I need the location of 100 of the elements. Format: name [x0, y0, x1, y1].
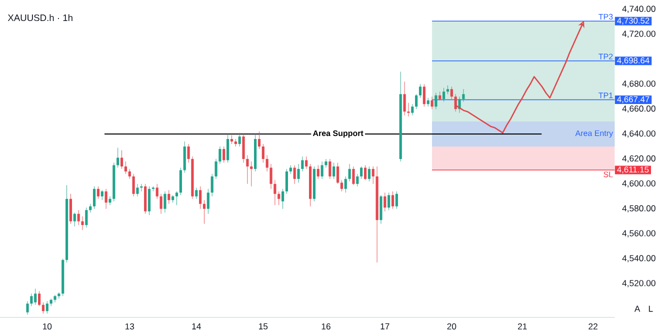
candlestick — [73, 212, 76, 227]
candlestick — [384, 192, 386, 212]
candlestick — [42, 302, 45, 314]
text: L — [648, 306, 653, 312]
x-tick-label: 21 — [518, 323, 527, 330]
candlestick — [148, 186, 151, 216]
ref-line-label: TP3 — [598, 14, 613, 20]
candlestick — [297, 164, 300, 183]
candlestick — [368, 166, 370, 182]
candlestick — [336, 162, 340, 184]
candlestick — [344, 176, 347, 193]
text: 4,611.15 — [617, 166, 649, 174]
candlestick — [450, 86, 453, 100]
candlestick — [195, 187, 198, 200]
candlestick — [388, 192, 390, 210]
candlestick — [360, 166, 363, 180]
candlestick — [332, 162, 336, 180]
candlestick — [116, 148, 120, 168]
candlestick — [246, 154, 249, 184]
candlestick — [462, 88, 465, 102]
candlestick — [164, 191, 166, 213]
candlestick — [403, 81, 406, 116]
candlestick — [132, 174, 135, 197]
candlestick — [26, 300, 29, 316]
candlestick — [199, 186, 202, 210]
candlestick — [266, 154, 268, 172]
candlestick — [430, 96, 434, 110]
candlestick — [274, 180, 276, 206]
y-tick-label: 4,560.00 — [622, 230, 656, 238]
candlestick — [46, 300, 48, 314]
candlestick — [69, 194, 72, 224]
candlestick — [160, 194, 162, 214]
candlestick — [206, 188, 210, 214]
candlestick — [218, 146, 222, 164]
y-tick-label: 4,600.00 — [622, 180, 656, 188]
candlestick — [104, 188, 108, 210]
candlestick — [238, 132, 241, 147]
candlestick — [168, 190, 170, 204]
ref-line-label: TP1 — [598, 92, 613, 98]
y-tick-label: 4,640.00 — [622, 130, 656, 138]
y-tick-label: 4,520.00 — [622, 280, 656, 288]
candlestick — [285, 168, 288, 194]
candlestick — [380, 194, 382, 224]
candlestick — [418, 84, 422, 98]
candlestick — [175, 191, 178, 206]
candlestick — [108, 196, 112, 206]
text: 4,667.47 — [617, 96, 650, 104]
candlestick — [183, 141, 186, 173]
candlestick — [278, 191, 280, 206]
candlestick — [120, 150, 124, 170]
ref-line-label: TP2 — [598, 54, 613, 60]
ref-line-label: SL — [604, 172, 613, 178]
candlestick — [242, 134, 245, 163]
candlestick — [281, 188, 284, 210]
candlestick — [54, 294, 56, 303]
candlestick — [124, 161, 127, 174]
y-tick-label: 4,720.00 — [622, 30, 656, 38]
y-tick-label: 4,660.00 — [622, 106, 656, 113]
chart-title: XAUUSD.h · 1h — [8, 14, 72, 22]
candlestick — [250, 161, 253, 187]
candlestick — [270, 164, 272, 190]
candlestick — [202, 200, 206, 224]
candlestick — [34, 288, 37, 306]
x-tick-label: 13 — [125, 323, 134, 330]
candlestick — [320, 161, 324, 180]
candlestick — [301, 156, 304, 172]
candlestick — [324, 158, 328, 168]
candlestick — [305, 156, 308, 170]
band-label: Area Entry — [575, 130, 614, 138]
candlestick — [434, 92, 438, 110]
candlestick — [92, 186, 96, 210]
candlestick — [328, 158, 332, 180]
candlestick — [364, 164, 367, 180]
y-tick-label: 4,580.00 — [622, 205, 656, 212]
candlestick — [210, 174, 214, 197]
candlestick — [96, 186, 100, 200]
candlestick — [340, 180, 343, 192]
candlestick — [179, 167, 182, 196]
candlestick — [222, 146, 226, 163]
candlestick — [352, 166, 355, 186]
candlestick — [77, 210, 80, 226]
candlestick — [395, 191, 398, 210]
y-tick-label: 4,620.00 — [622, 155, 656, 163]
candlestick — [415, 94, 418, 110]
candlestick — [262, 144, 264, 163]
x-tick-label: 22 — [588, 323, 598, 330]
candlestick — [348, 164, 351, 182]
candlestick — [407, 102, 410, 117]
y-tick-label: 4,540.00 — [622, 255, 656, 262]
candlestick — [50, 298, 52, 306]
candlestick — [258, 131, 261, 150]
x-tick-label: 16 — [322, 323, 330, 330]
x-tick-label: 10 — [42, 323, 52, 330]
candlestick — [372, 166, 374, 184]
candlestick — [214, 158, 218, 180]
candlestick — [356, 174, 359, 187]
candlestick — [136, 184, 139, 197]
text: 4,698.64 — [617, 57, 650, 64]
candlestick — [411, 104, 414, 116]
y-tick-label: 4,740.00 — [622, 6, 656, 13]
